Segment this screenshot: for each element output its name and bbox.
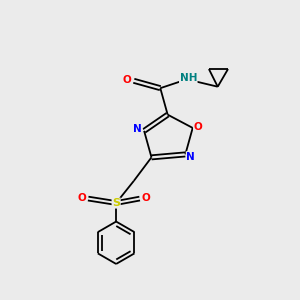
Text: O: O bbox=[194, 122, 202, 132]
Text: O: O bbox=[142, 193, 151, 203]
Text: N: N bbox=[133, 124, 142, 134]
Text: O: O bbox=[77, 193, 86, 203]
Text: NH: NH bbox=[179, 73, 197, 83]
Text: N: N bbox=[186, 152, 195, 162]
Text: S: S bbox=[112, 198, 120, 208]
Text: O: O bbox=[123, 75, 132, 85]
